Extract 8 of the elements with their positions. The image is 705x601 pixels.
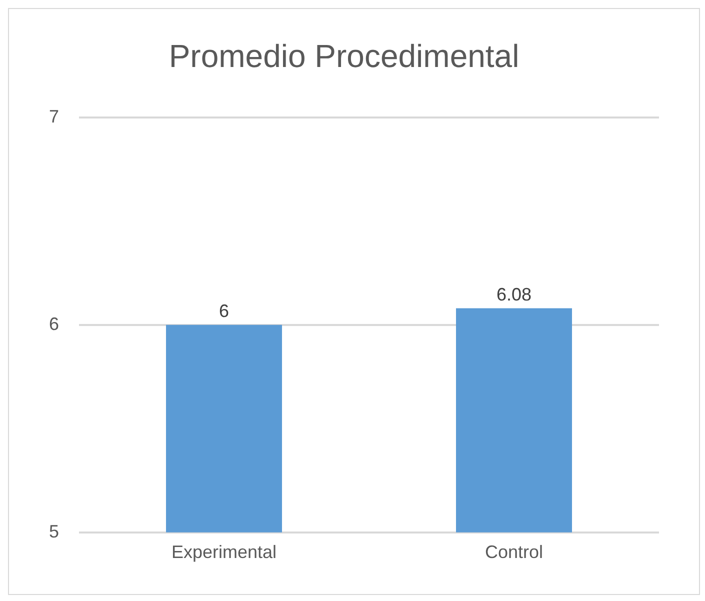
y-tick-label: 6 <box>48 314 60 334</box>
x-tick-label: Control <box>484 542 544 562</box>
x-tick-label: Experimental <box>171 542 277 562</box>
chart-title: Promedio Procedimental <box>168 38 520 74</box>
data-label: 6 <box>219 300 230 321</box>
data-label: 6.08 <box>496 284 532 304</box>
y-tick-label: 7 <box>48 106 60 126</box>
y-tick-label: 5 <box>48 521 60 542</box>
